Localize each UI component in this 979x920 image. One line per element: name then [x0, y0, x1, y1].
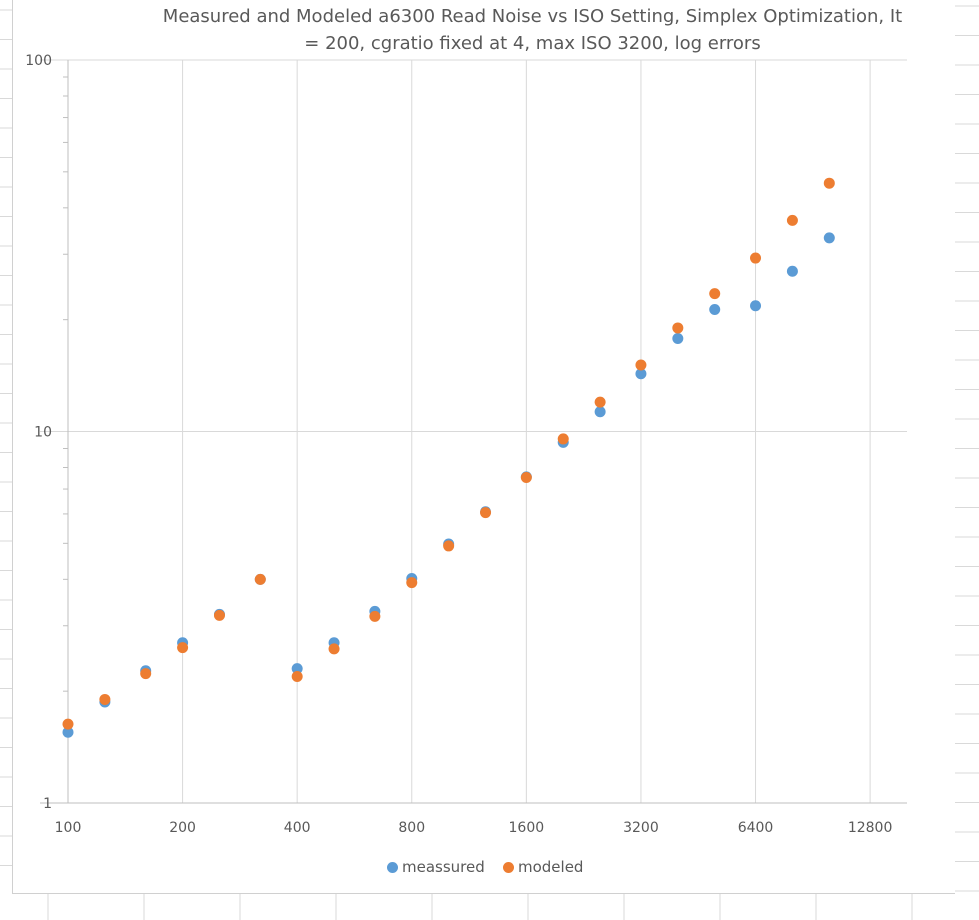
data-point-modeled[interactable]: [291, 671, 303, 683]
legend-item-modeled: modeled: [503, 858, 583, 876]
data-point-meassured[interactable]: [786, 265, 798, 277]
y-tick-label: 100: [25, 53, 52, 69]
data-point-modeled[interactable]: [480, 507, 492, 519]
data-point-modeled[interactable]: [213, 609, 225, 621]
data-point-meassured[interactable]: [291, 663, 303, 675]
data-point-meassured[interactable]: [672, 332, 684, 344]
legend-marker-meassured: [387, 861, 398, 873]
data-point-meassured[interactable]: [62, 726, 74, 738]
data-point-modeled[interactable]: [328, 643, 340, 655]
x-tick-label: 6400: [738, 820, 774, 836]
y-tick-label: 1: [43, 796, 52, 812]
data-point-meassured[interactable]: [823, 232, 835, 244]
data-point-modeled[interactable]: [99, 693, 111, 705]
data-point-meassured[interactable]: [635, 368, 647, 380]
data-point-modeled[interactable]: [254, 573, 266, 585]
data-point-meassured[interactable]: [709, 304, 721, 316]
x-tick-label: 200: [169, 820, 196, 836]
data-point-modeled[interactable]: [786, 214, 798, 226]
data-point-modeled[interactable]: [823, 177, 835, 189]
data-point-modeled[interactable]: [557, 433, 569, 445]
legend: meassured modeled: [0, 858, 979, 876]
data-point-modeled[interactable]: [709, 288, 721, 300]
data-point-modeled[interactable]: [520, 471, 532, 483]
data-point-modeled[interactable]: [177, 642, 189, 654]
legend-marker-modeled: [503, 861, 514, 873]
chart-title-line-1: Measured and Modeled a6300 Read Noise vs…: [162, 6, 903, 27]
data-point-modeled[interactable]: [635, 359, 647, 371]
series-modeled: [62, 177, 835, 730]
legend-label-modeled: modeled: [518, 858, 584, 876]
legend-item-meassured: meassured: [387, 858, 485, 876]
chart-area[interactable]: [12, 0, 955, 894]
data-point-modeled[interactable]: [443, 540, 455, 552]
chart-title-line-2: = 200, cgratio fixed at 4, max ISO 3200,…: [304, 33, 761, 54]
data-point-modeled[interactable]: [672, 322, 684, 334]
data-point-modeled[interactable]: [750, 252, 762, 264]
data-point-meassured[interactable]: [750, 300, 762, 312]
x-tick-label: 100: [55, 820, 82, 836]
x-tick-label: 12800: [848, 820, 893, 836]
x-tick-label: 400: [284, 820, 311, 836]
data-point-modeled[interactable]: [140, 668, 152, 680]
x-tick-label: 1600: [509, 820, 545, 836]
legend-label-meassured: meassured: [402, 858, 485, 876]
x-tick-label: 3200: [623, 820, 659, 836]
series-meassured: [62, 232, 835, 738]
data-point-modeled[interactable]: [594, 396, 606, 408]
data-point-modeled[interactable]: [369, 610, 381, 622]
x-tick-label: 800: [398, 820, 425, 836]
y-tick-label: 10: [34, 425, 52, 441]
data-point-modeled[interactable]: [62, 718, 74, 730]
data-point-meassured[interactable]: [594, 406, 606, 418]
data-point-modeled[interactable]: [406, 577, 418, 589]
